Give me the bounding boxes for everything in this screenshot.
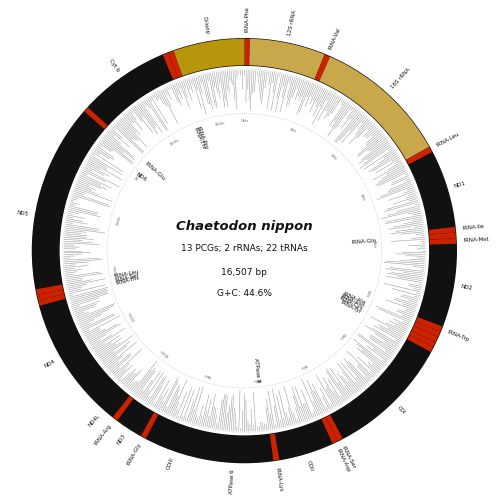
Polygon shape (163, 53, 178, 80)
Text: ND3: ND3 (116, 433, 127, 446)
Text: 6kb: 6kb (338, 331, 346, 340)
Text: tRNA-Ser: tRNA-Ser (115, 272, 140, 282)
Polygon shape (173, 38, 245, 76)
Text: 12S rRNA: 12S rRNA (287, 10, 297, 36)
Text: tRNA-Asp: tRNA-Asp (336, 448, 351, 473)
Text: tRNA-Gly: tRNA-Gly (126, 442, 142, 466)
Text: ND5: ND5 (16, 210, 29, 217)
Text: tRNA-Glu: tRNA-Glu (144, 160, 166, 181)
Polygon shape (141, 412, 158, 438)
Polygon shape (315, 54, 330, 81)
Text: COII: COII (306, 460, 314, 471)
Text: 16S rRNA: 16S rRNA (390, 68, 411, 90)
Text: Chaetodon nippon: Chaetodon nippon (176, 220, 313, 233)
Text: ND4: ND4 (43, 358, 56, 369)
Text: 10kb: 10kb (159, 348, 170, 358)
Text: 9kb: 9kb (204, 372, 212, 378)
Text: ATPase 8: ATPase 8 (253, 358, 261, 382)
Polygon shape (429, 232, 456, 239)
Polygon shape (38, 294, 65, 306)
Text: tRNA-Ser: tRNA-Ser (341, 445, 357, 469)
Text: tRNA-Val: tRNA-Val (328, 26, 341, 50)
Text: tRNA-Trp: tRNA-Trp (447, 330, 471, 342)
Text: COIII: COIII (166, 457, 175, 470)
Polygon shape (322, 417, 337, 444)
Polygon shape (412, 326, 438, 342)
Text: tRNA-His: tRNA-His (115, 275, 140, 286)
Text: 2kb: 2kb (330, 152, 338, 161)
Text: tRNA-Pro: tRNA-Pro (196, 126, 209, 150)
Text: tRNA-Thr: tRNA-Thr (193, 127, 206, 151)
Text: tRNA-Phe: tRNA-Phe (245, 6, 250, 32)
Text: ND1: ND1 (453, 180, 466, 188)
Text: ND2: ND2 (460, 284, 473, 292)
Polygon shape (410, 331, 435, 347)
Polygon shape (414, 322, 440, 337)
Text: 16,507 bp: 16,507 bp (222, 268, 267, 277)
Text: tRNA-Arg: tRNA-Arg (93, 423, 113, 446)
Text: 15kb: 15kb (168, 137, 180, 146)
Text: tRNA-Asn: tRNA-Asn (340, 293, 366, 308)
Text: 8kb: 8kb (252, 377, 261, 382)
Text: tRNA-Gln: tRNA-Gln (351, 238, 377, 246)
Text: COI: COI (396, 405, 407, 415)
Text: 5kb: 5kb (364, 288, 370, 298)
Text: D-loop: D-loop (202, 16, 210, 35)
Polygon shape (407, 335, 433, 352)
Polygon shape (245, 38, 250, 66)
Polygon shape (428, 227, 456, 234)
Polygon shape (415, 317, 442, 332)
Text: tRNA-Leu: tRNA-Leu (114, 269, 140, 279)
Polygon shape (168, 51, 182, 78)
Polygon shape (36, 284, 63, 295)
Text: 3kb: 3kb (359, 192, 366, 201)
Text: tRNA-Cys: tRNA-Cys (339, 296, 364, 312)
Text: ND6: ND6 (135, 172, 148, 183)
Text: 12kb: 12kb (113, 264, 119, 275)
Polygon shape (249, 39, 325, 79)
Text: 11kb: 11kb (128, 310, 137, 322)
Text: 14kb: 14kb (134, 170, 144, 181)
Polygon shape (406, 147, 432, 164)
Text: tRNA-Tyr: tRNA-Tyr (340, 300, 363, 314)
Polygon shape (37, 290, 64, 300)
Text: ATPase 6: ATPase 6 (229, 470, 235, 494)
Text: 7kb: 7kb (299, 362, 308, 370)
Text: 13 PCGs; 2 rRNAs; 22 tRNAs: 13 PCGs; 2 rRNAs; 22 tRNAs (181, 244, 308, 252)
Text: tRNA-Leu: tRNA-Leu (436, 132, 460, 148)
Text: 1kb: 1kb (288, 127, 297, 134)
Polygon shape (84, 108, 108, 129)
Text: Cyt b: Cyt b (108, 58, 120, 72)
Text: tRNA-Lys: tRNA-Lys (275, 467, 284, 491)
Polygon shape (326, 415, 342, 441)
Text: tRNA-Ile: tRNA-Ile (462, 224, 485, 232)
Polygon shape (113, 396, 133, 420)
Text: 16kb: 16kb (214, 120, 225, 126)
Text: tRNA-Ala: tRNA-Ala (343, 291, 367, 305)
Polygon shape (319, 57, 429, 160)
Text: ND4L: ND4L (87, 413, 101, 428)
Text: tRNA-Met: tRNA-Met (463, 237, 489, 243)
Polygon shape (270, 434, 279, 460)
Polygon shape (429, 238, 456, 244)
Text: 4kb: 4kb (372, 240, 376, 248)
Text: 0kb: 0kb (241, 119, 248, 123)
Text: G+C: 44.6%: G+C: 44.6% (217, 290, 272, 298)
Text: 13kb: 13kb (115, 214, 122, 226)
